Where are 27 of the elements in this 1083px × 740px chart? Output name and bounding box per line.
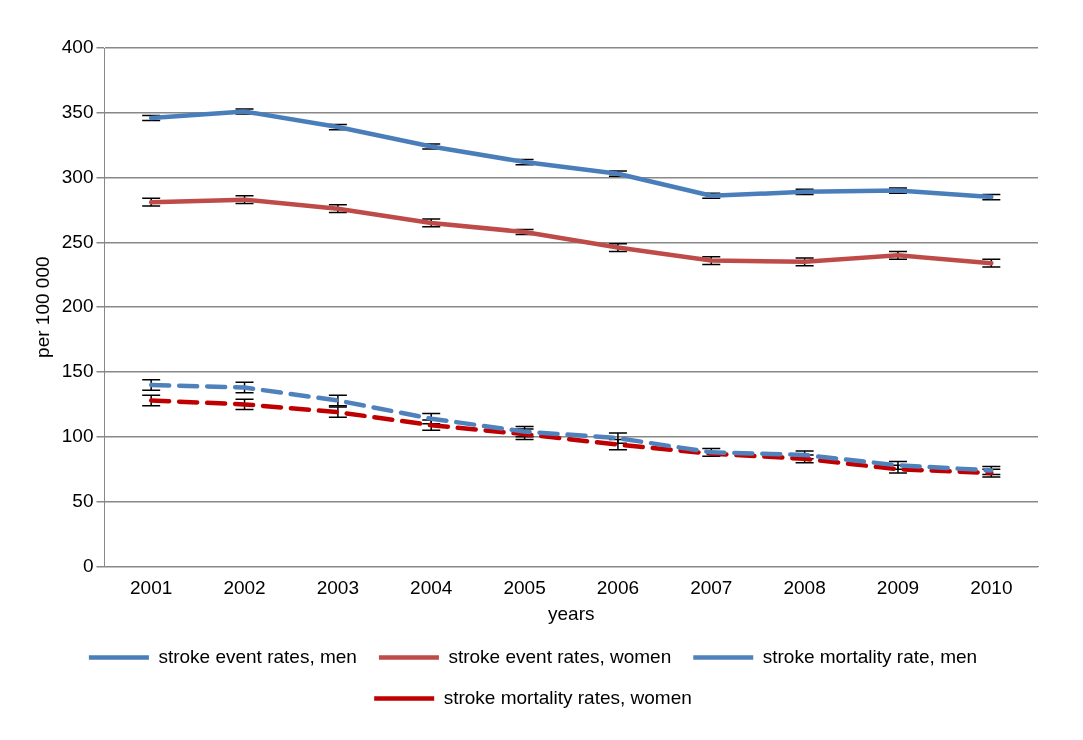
y-tick-label: 0 [82,554,94,576]
legend-label: stroke mortality rate, men [762,645,978,667]
x-tick-label: 2007 [690,577,733,599]
y-tick-label: 100 [61,425,94,447]
x-tick-label: 2003 [316,577,360,599]
x-tick-label: 2002 [223,577,266,599]
y-tick-label: 50 [72,489,94,511]
line-series [148,398,994,476]
y-tick-label: 400 [61,36,94,58]
y-tick-label: 350 [61,101,94,123]
y-tick-label: 150 [61,360,94,382]
legend-label: stroke event rates, men [158,645,357,667]
x-tick-label: 2004 [410,577,453,599]
y-tick-label: 200 [61,295,94,317]
x-axis-title: years [548,602,595,624]
x-tick-label: 2005 [503,577,546,599]
x-tick-label: 2001 [130,577,173,599]
x-tick-label: 2008 [783,577,826,599]
line-series [148,382,994,473]
x-tick-label: 2006 [596,577,640,599]
y-tick-label: 300 [61,165,94,187]
x-tick-label: 2010 [970,577,1013,599]
legend-label: stroke mortality rates, women [443,686,692,708]
y-axis-title: per 100 000 [31,256,53,358]
y-tick-label: 250 [61,230,94,252]
x-tick-label: 2009 [876,577,920,599]
legend-label: stroke event rates, women [448,645,672,667]
